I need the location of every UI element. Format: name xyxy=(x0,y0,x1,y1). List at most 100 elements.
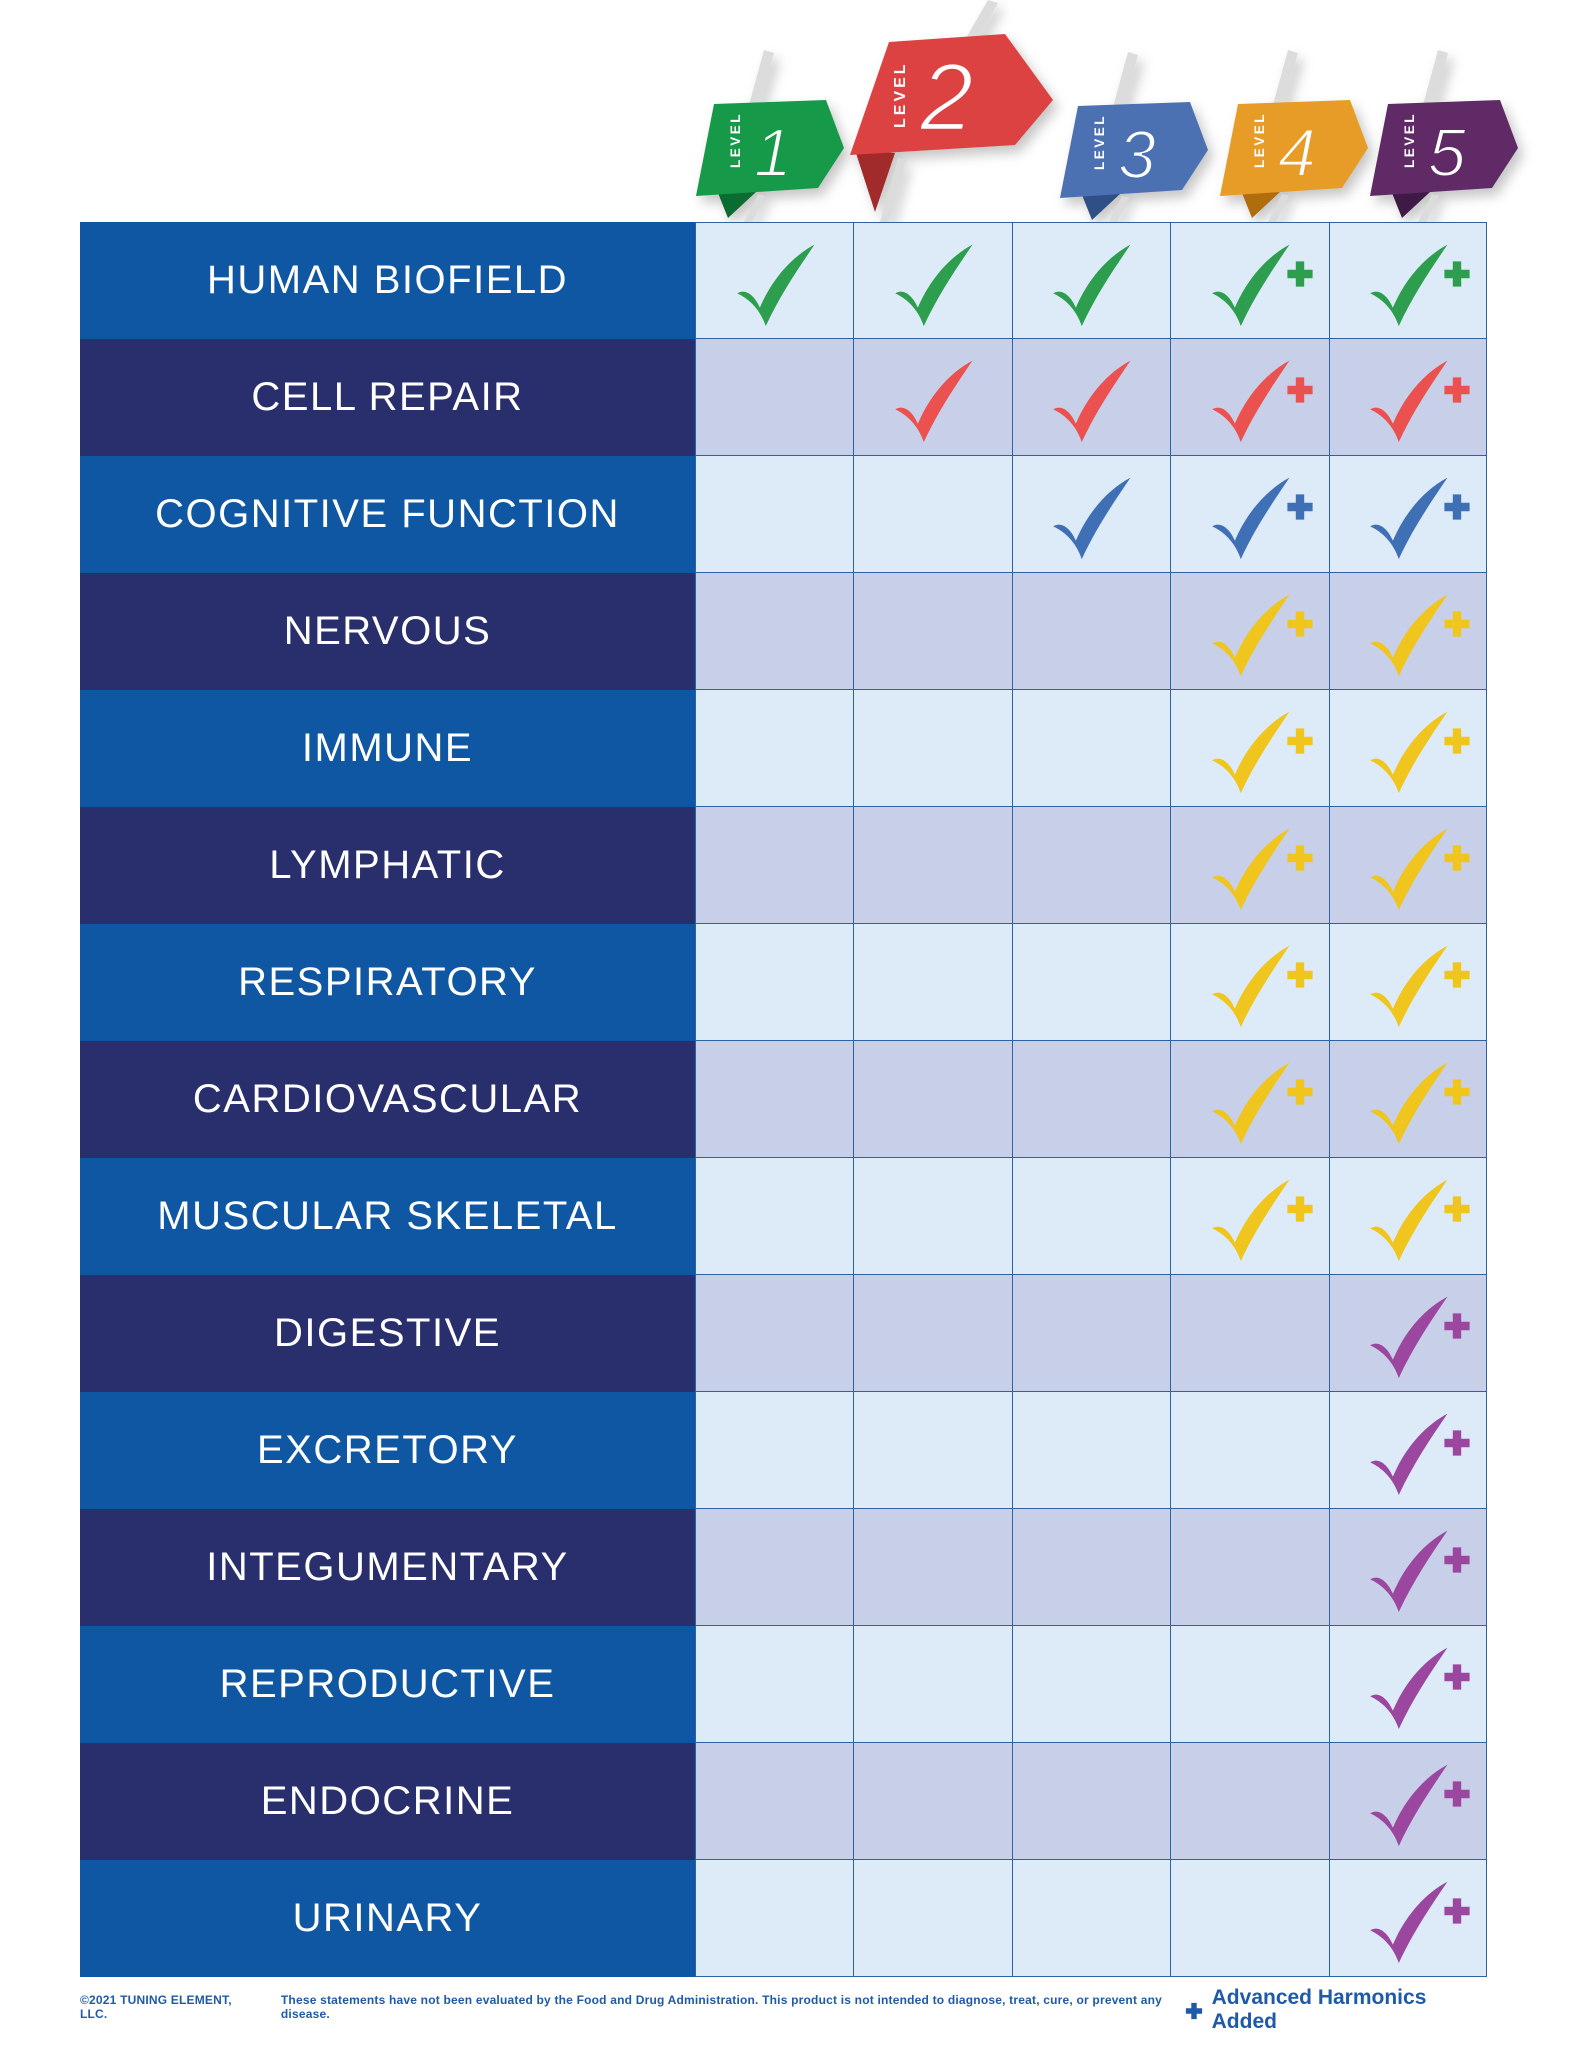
check-icon xyxy=(1369,1647,1448,1730)
row-label-cardiovascular: CARDIOVASCULAR xyxy=(80,1041,695,1158)
cell-digestive-level-5 xyxy=(1328,1275,1487,1392)
check-icon xyxy=(1369,711,1448,794)
advanced-harmonics-legend: Advanced Harmonics Added xyxy=(1185,1980,1487,2034)
row-label-respiratory: RESPIRATORY xyxy=(80,924,695,1041)
level-2-banner: LEVEL 2 xyxy=(845,0,1075,250)
cell-endocrine-level-5 xyxy=(1328,1743,1487,1860)
cell-cardiovascular-level-4 xyxy=(1170,1041,1329,1158)
check-icon xyxy=(1369,1764,1448,1847)
level-4-banner: LEVEL 4 xyxy=(1218,50,1388,230)
cell-integumentary-level-4 xyxy=(1170,1509,1329,1626)
check-icon xyxy=(1369,1296,1448,1379)
level-word: LEVEL xyxy=(1092,114,1107,170)
cell-urinary-level-1 xyxy=(695,1860,854,1977)
plus-icon xyxy=(1444,1781,1470,1807)
row-label-muscular-skeletal: MUSCULAR SKELETAL xyxy=(80,1158,695,1275)
cell-cognitive-function-level-5 xyxy=(1328,456,1487,573)
plus-icon xyxy=(1286,611,1313,637)
plus-icon xyxy=(1286,494,1313,520)
plus-icon xyxy=(1444,1079,1470,1105)
check-icon xyxy=(1369,1530,1448,1613)
cell-respiratory-level-5 xyxy=(1328,924,1487,1041)
level-word: LEVEL xyxy=(728,112,743,168)
ribbon-slash-icon xyxy=(1113,52,1138,110)
row-label-excretory: EXCRETORY xyxy=(80,1392,695,1509)
cell-human-biofield-level-1 xyxy=(695,222,854,339)
check-icon xyxy=(1369,244,1448,326)
cell-digestive-level-4 xyxy=(1170,1275,1329,1392)
level-word: LEVEL xyxy=(1252,112,1267,168)
cell-muscular-skeletal-level-5 xyxy=(1328,1158,1487,1275)
row-label-immune: IMMUNE xyxy=(80,690,695,807)
cell-cell-repair-level-2 xyxy=(853,339,1012,456)
cell-cell-repair-level-3 xyxy=(1011,339,1171,456)
cell-muscular-skeletal-level-3 xyxy=(1011,1158,1171,1275)
cell-human-biofield-level-2 xyxy=(853,222,1012,339)
cell-digestive-level-3 xyxy=(1011,1275,1171,1392)
plus-icon xyxy=(1444,1547,1470,1573)
plus-icon xyxy=(1444,1196,1470,1222)
cell-lymphatic-level-5 xyxy=(1328,807,1487,924)
cell-muscular-skeletal-level-4 xyxy=(1170,1158,1329,1275)
cell-cognitive-function-level-4 xyxy=(1170,456,1329,573)
banner-fold xyxy=(1080,190,1120,220)
row-label-human-biofield: HUMAN BIOFIELD xyxy=(80,222,695,339)
row-label-endocrine: ENDOCRINE xyxy=(80,1743,695,1860)
cell-digestive-level-1 xyxy=(695,1275,854,1392)
fda-disclaimer-text: These statements have not been evaluated… xyxy=(280,1993,1162,2021)
level-number: 1 xyxy=(754,115,792,191)
level-3-banner: LEVEL 3 xyxy=(1058,52,1228,232)
cell-digestive-level-2 xyxy=(853,1275,1012,1392)
cell-human-biofield-level-5 xyxy=(1328,222,1487,339)
row-label-nervous: NERVOUS xyxy=(80,573,695,690)
cell-human-biofield-level-4 xyxy=(1170,222,1329,339)
cell-nervous-level-5 xyxy=(1328,573,1487,690)
cell-cognitive-function-level-1 xyxy=(695,456,854,573)
check-icon xyxy=(1369,360,1448,443)
cell-excretory-level-5 xyxy=(1328,1392,1487,1509)
check-icon xyxy=(895,244,973,326)
plus-icon xyxy=(1286,728,1313,754)
level-number: 5 xyxy=(1428,115,1466,191)
cell-cognitive-function-level-2 xyxy=(853,456,1012,573)
ribbon-slash-icon xyxy=(880,158,906,224)
cell-excretory-level-1 xyxy=(695,1392,854,1509)
cell-excretory-level-2 xyxy=(853,1392,1012,1509)
banner-fold xyxy=(855,150,895,212)
check-icon xyxy=(1212,477,1290,560)
cell-muscular-skeletal-level-1 xyxy=(695,1158,854,1275)
row-label-digestive: DIGESTIVE xyxy=(80,1275,695,1392)
plus-icon xyxy=(1286,1079,1313,1105)
cell-integumentary-level-5 xyxy=(1328,1509,1487,1626)
check-icon xyxy=(736,244,815,326)
cell-respiratory-level-2 xyxy=(853,924,1012,1041)
cell-cell-repair-level-5 xyxy=(1328,339,1487,456)
check-icon xyxy=(1369,1179,1448,1262)
level-number: 2 xyxy=(919,44,973,151)
banner-body xyxy=(1220,100,1368,196)
check-icon xyxy=(1369,594,1448,677)
cell-reproductive-level-1 xyxy=(695,1626,854,1743)
row-label-integumentary: INTEGUMENTARY xyxy=(80,1509,695,1626)
ribbon-slash-icon xyxy=(743,194,765,226)
cell-cardiovascular-level-5 xyxy=(1328,1041,1487,1158)
cell-endocrine-level-4 xyxy=(1170,1743,1329,1860)
check-icon xyxy=(1212,360,1290,443)
cell-reproductive-level-3 xyxy=(1011,1626,1171,1743)
check-icon xyxy=(1212,828,1290,911)
cell-cell-repair-level-4 xyxy=(1170,339,1329,456)
check-icon xyxy=(1212,711,1290,794)
cell-immune-level-5 xyxy=(1328,690,1487,807)
level-word: LEVEL xyxy=(1402,112,1417,168)
cell-cardiovascular-level-2 xyxy=(853,1041,1012,1158)
cell-cognitive-function-level-3 xyxy=(1011,456,1171,573)
cell-cardiovascular-level-1 xyxy=(695,1041,854,1158)
cell-cell-repair-level-1 xyxy=(695,339,854,456)
cell-immune-level-4 xyxy=(1170,690,1329,807)
check-icon xyxy=(1212,1062,1290,1145)
legend-text: Advanced Harmonics Added xyxy=(1211,1986,1427,2033)
level-word: LEVEL xyxy=(892,61,909,128)
cell-integumentary-level-2 xyxy=(853,1509,1012,1626)
plus-icon xyxy=(1444,962,1470,988)
cell-lymphatic-level-1 xyxy=(695,807,854,924)
